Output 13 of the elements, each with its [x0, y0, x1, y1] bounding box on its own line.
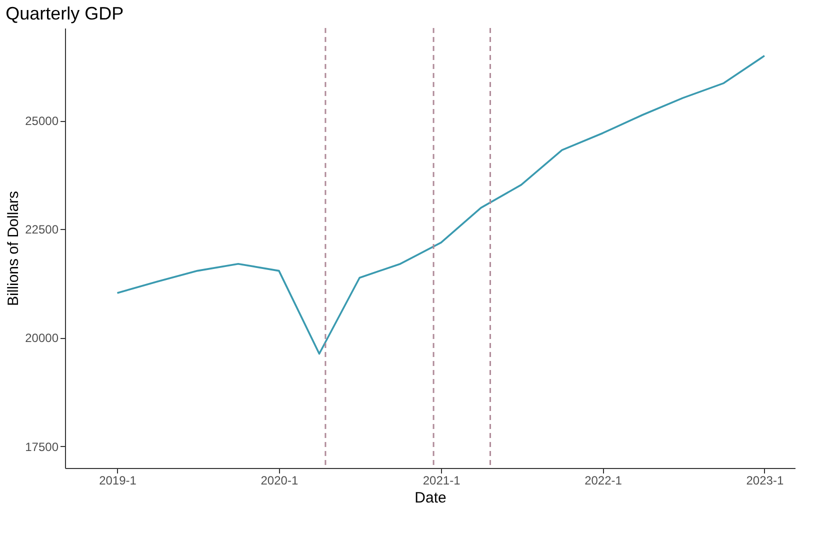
x-axis-title: Date: [414, 490, 446, 506]
line-series: [116, 54, 766, 355]
chart-title: Quarterly GDP: [6, 3, 124, 24]
y-tick-label: 20000: [25, 331, 59, 346]
y-tick-label: 25000: [25, 114, 59, 128]
y-axis-title: Billions of Dollars: [5, 190, 22, 306]
x-tick-label: 2021-1: [422, 474, 461, 488]
x-tick-label: 2022-1: [584, 474, 622, 488]
y-tick-label: 17500: [25, 440, 59, 454]
x-tick-label: 2020-1: [260, 474, 298, 488]
y-tick-label: 22500: [25, 222, 59, 237]
x-tick-label: 2023-1: [746, 474, 784, 488]
x-tick-label: 2019-1: [99, 474, 137, 488]
